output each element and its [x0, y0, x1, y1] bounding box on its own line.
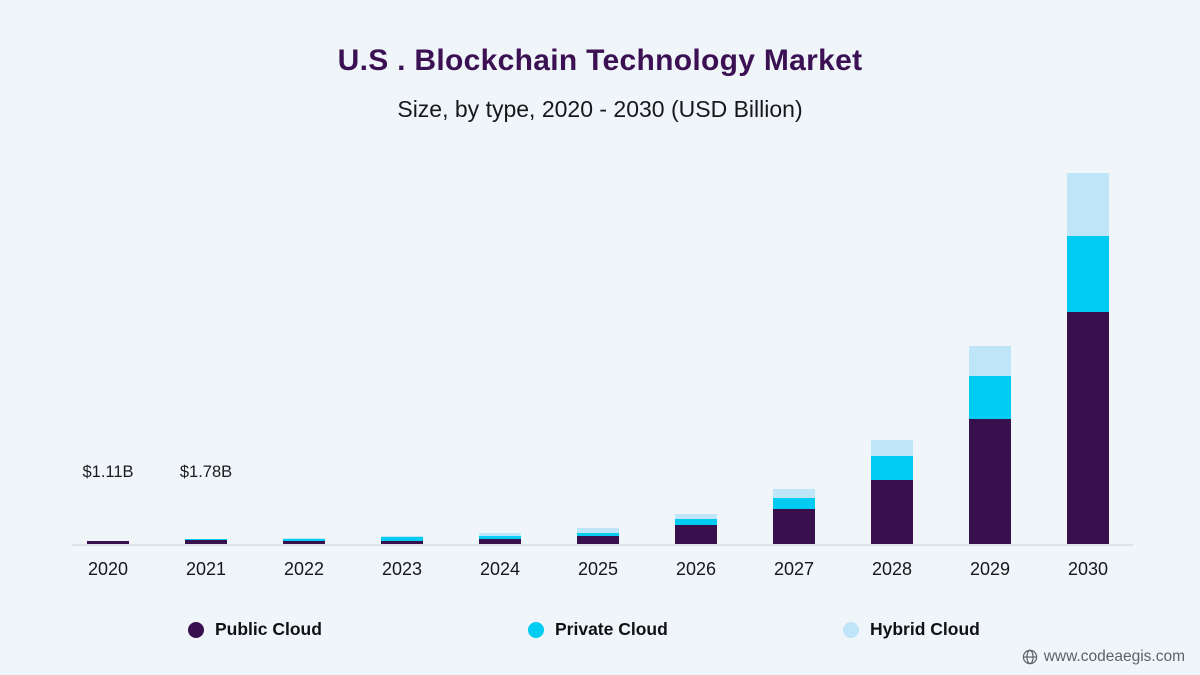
bar-2020-public-cloud-segment — [87, 541, 129, 544]
legend-label: Public Cloud — [215, 619, 322, 639]
globe-icon — [1022, 649, 1038, 665]
legend-label: Private Cloud — [555, 619, 668, 639]
private-cloud-dot-icon — [528, 621, 544, 638]
value-label-2021: $1.78B — [179, 463, 233, 481]
bar-2022-hybrid-cloud-segment — [283, 538, 325, 539]
public-cloud-dot-icon — [188, 621, 204, 638]
bar-2028-private-cloud-segment — [871, 455, 913, 480]
bar-2026-public-cloud-segment — [675, 524, 717, 544]
bar-2025-hybrid-cloud-segment — [577, 527, 619, 533]
bar-2030-hybrid-cloud-segment — [1067, 172, 1109, 236]
bar-2023 — [381, 536, 423, 544]
x-axis-label-2023: 2023 — [381, 559, 423, 579]
bar-2026-hybrid-cloud-segment — [675, 513, 717, 519]
bar-2025-public-cloud-segment — [577, 535, 619, 544]
bar-2027 — [773, 488, 815, 544]
bar-2027-private-cloud-segment — [773, 497, 815, 509]
bar-2022 — [283, 538, 325, 544]
bar-2028-public-cloud-segment — [871, 479, 913, 544]
bar-2024-private-cloud-segment — [479, 535, 521, 539]
bar-2029-private-cloud-segment — [969, 375, 1011, 419]
x-axis-label-2024: 2024 — [479, 559, 521, 579]
bar-2030 — [1067, 172, 1109, 544]
legend-item-public-cloud: Public Cloud — [188, 619, 322, 639]
value-label-2020: $1.11B — [82, 463, 134, 481]
bar-2025 — [577, 527, 619, 544]
bar-2024-hybrid-cloud-segment — [479, 533, 521, 536]
bar-2024-public-cloud-segment — [479, 538, 521, 544]
bar-2026 — [675, 513, 717, 544]
x-axis-label-2029: 2029 — [969, 559, 1011, 579]
bar-2030-public-cloud-segment — [1067, 311, 1109, 544]
x-axis-label-2020: 2020 — [87, 559, 129, 579]
bar-2022-private-cloud-segment — [283, 539, 325, 541]
bar-2023-private-cloud-segment — [381, 537, 423, 541]
bar-2022-public-cloud-segment — [283, 541, 325, 544]
chart-title: U.S . Blockchain Technology Market — [337, 44, 863, 77]
x-axis-label-2021: 2021 — [185, 559, 227, 579]
bar-2023-public-cloud-segment — [381, 540, 423, 544]
hybrid-cloud-dot-icon — [843, 621, 859, 638]
watermark-text: www.codeaegis.com — [1043, 648, 1185, 665]
bar-2025-private-cloud-segment — [577, 532, 619, 536]
bar-2029-hybrid-cloud-segment — [969, 345, 1011, 376]
bar-2020 — [87, 540, 129, 544]
bar-2029-public-cloud-segment — [969, 418, 1011, 544]
bar-2030-private-cloud-segment — [1067, 235, 1109, 312]
chart-subtitle: Size, by type, 2020 - 2030 (USD Billion) — [397, 96, 803, 122]
x-axis-label-2026: 2026 — [675, 559, 717, 579]
x-axis-label-2025: 2025 — [577, 559, 619, 579]
legend-label: Hybrid Cloud — [870, 619, 980, 639]
x-axis-line — [72, 543, 1133, 547]
bar-2029 — [969, 345, 1011, 544]
bar-2027-public-cloud-segment — [773, 508, 815, 544]
x-axis-label-2028: 2028 — [871, 559, 913, 579]
x-axis-label-2022: 2022 — [283, 559, 325, 579]
legend-item-hybrid-cloud: Hybrid Cloud — [843, 619, 980, 639]
bar-2028 — [871, 439, 913, 544]
watermark: www.codeaegis.com — [1022, 648, 1185, 666]
legend-item-private-cloud: Private Cloud — [528, 619, 668, 639]
bar-2027-hybrid-cloud-segment — [773, 488, 815, 498]
bar-2028-hybrid-cloud-segment — [871, 439, 913, 456]
bar-2021 — [185, 539, 227, 544]
bar-2023-hybrid-cloud-segment — [381, 536, 423, 537]
bar-2021-public-cloud-segment — [185, 539, 227, 544]
x-axis-label-2027: 2027 — [773, 559, 815, 579]
bar-2024 — [479, 533, 521, 544]
bar-2026-private-cloud-segment — [675, 518, 717, 525]
x-axis-label-2030: 2030 — [1067, 559, 1109, 579]
